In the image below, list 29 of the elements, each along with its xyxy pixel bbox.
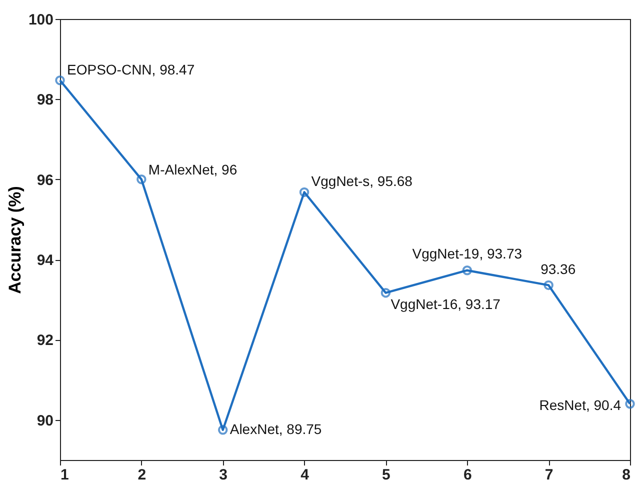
- x-tick-label: 1: [60, 466, 69, 484]
- annotation: 93.36: [540, 261, 576, 278]
- y-tick-label: 96: [36, 172, 54, 189]
- annotation: VggNet-16, 93.17: [390, 296, 501, 312]
- y-tick-label: 94: [36, 252, 54, 270]
- annotation: VggNet-s, 95.68: [311, 173, 413, 190]
- annotation: ResNet, 90.4: [539, 396, 622, 413]
- point: [380, 288, 391, 298]
- x-tick-label: 5: [382, 466, 390, 484]
- y-tick-label: 98: [36, 92, 54, 109]
- point: [218, 425, 228, 435]
- annotation: M-AlexNet, 96: [148, 161, 238, 178]
- annotation: AlexNet, 89.75: [230, 420, 322, 437]
- point: [544, 280, 554, 290]
- x-tick-label: 3: [219, 466, 228, 484]
- x-tick-label: 6: [463, 466, 472, 484]
- point: [462, 266, 472, 276]
- x-tick-label: 2: [138, 466, 146, 484]
- y-tick-label: 100: [28, 12, 54, 28]
- point: [299, 187, 310, 198]
- y-tick-label: 92: [36, 332, 54, 350]
- annotation: VggNet-19, 93.73: [412, 245, 522, 262]
- y-tick-label: 90: [36, 412, 54, 430]
- x-tick-label: 4: [300, 466, 310, 484]
- annotation: EOPSO-CNN, 98.47: [67, 61, 195, 78]
- x-tick-label: 8: [622, 466, 630, 484]
- point: [136, 174, 146, 184]
- y-axis-title: Accuracy (%): [5, 186, 24, 294]
- x-tick-label: 7: [544, 466, 554, 484]
